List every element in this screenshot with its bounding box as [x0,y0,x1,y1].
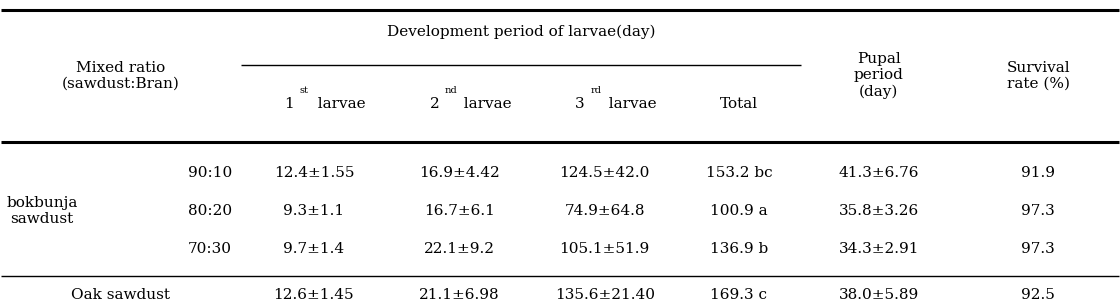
Text: 41.3±6.76: 41.3±6.76 [839,166,920,180]
Text: 97.3: 97.3 [1021,242,1055,256]
Text: 70:30: 70:30 [188,242,232,256]
Text: 80:20: 80:20 [188,204,232,218]
Text: Pupal
period
(day): Pupal period (day) [853,52,904,99]
Text: larvae: larvae [454,97,512,111]
Text: Mixed ratio
(sawdust:Bran): Mixed ratio (sawdust:Bran) [62,61,180,91]
Text: Oak sawdust: Oak sawdust [72,288,170,302]
Text: bokbunja
sawdust: bokbunja sawdust [7,196,77,226]
Text: 35.8±3.26: 35.8±3.26 [839,204,918,218]
Text: nd: nd [445,86,458,95]
Text: 169.3 c: 169.3 c [710,288,767,302]
Text: 92.5: 92.5 [1021,288,1055,302]
Text: 12.6±1.45: 12.6±1.45 [273,288,354,302]
Text: Total: Total [720,97,758,111]
Text: 21.1±6.98: 21.1±6.98 [419,288,500,302]
Text: larvae: larvae [599,97,656,111]
Text: 91.9: 91.9 [1021,166,1055,180]
Text: 34.3±2.91: 34.3±2.91 [839,242,920,256]
Text: 153.2 bc: 153.2 bc [706,166,773,180]
Text: Development period of larvae(day): Development period of larvae(day) [386,24,655,39]
Text: 2: 2 [430,97,439,111]
Text: 22.1±9.2: 22.1±9.2 [423,242,495,256]
Text: Survival
rate (%): Survival rate (%) [1007,61,1070,91]
Text: st: st [299,86,308,95]
Text: 16.9±4.42: 16.9±4.42 [419,166,500,180]
Text: 9.7±1.4: 9.7±1.4 [283,242,345,256]
Text: 90:10: 90:10 [188,166,232,180]
Text: 97.3: 97.3 [1021,204,1055,218]
Text: 124.5±42.0: 124.5±42.0 [560,166,650,180]
Text: 9.3±1.1: 9.3±1.1 [283,204,345,218]
Text: 105.1±51.9: 105.1±51.9 [560,242,650,256]
Text: 74.9±64.8: 74.9±64.8 [564,204,645,218]
Text: 3: 3 [576,97,585,111]
Text: 16.7±6.1: 16.7±6.1 [423,204,495,218]
Text: 12.4±1.55: 12.4±1.55 [273,166,354,180]
Text: rd: rd [590,86,601,95]
Text: 1: 1 [284,97,295,111]
Text: 136.9 b: 136.9 b [710,242,768,256]
Text: larvae: larvae [308,97,366,111]
Text: 100.9 a: 100.9 a [710,204,768,218]
Text: 38.0±5.89: 38.0±5.89 [839,288,918,302]
Text: 135.6±21.40: 135.6±21.40 [554,288,655,302]
